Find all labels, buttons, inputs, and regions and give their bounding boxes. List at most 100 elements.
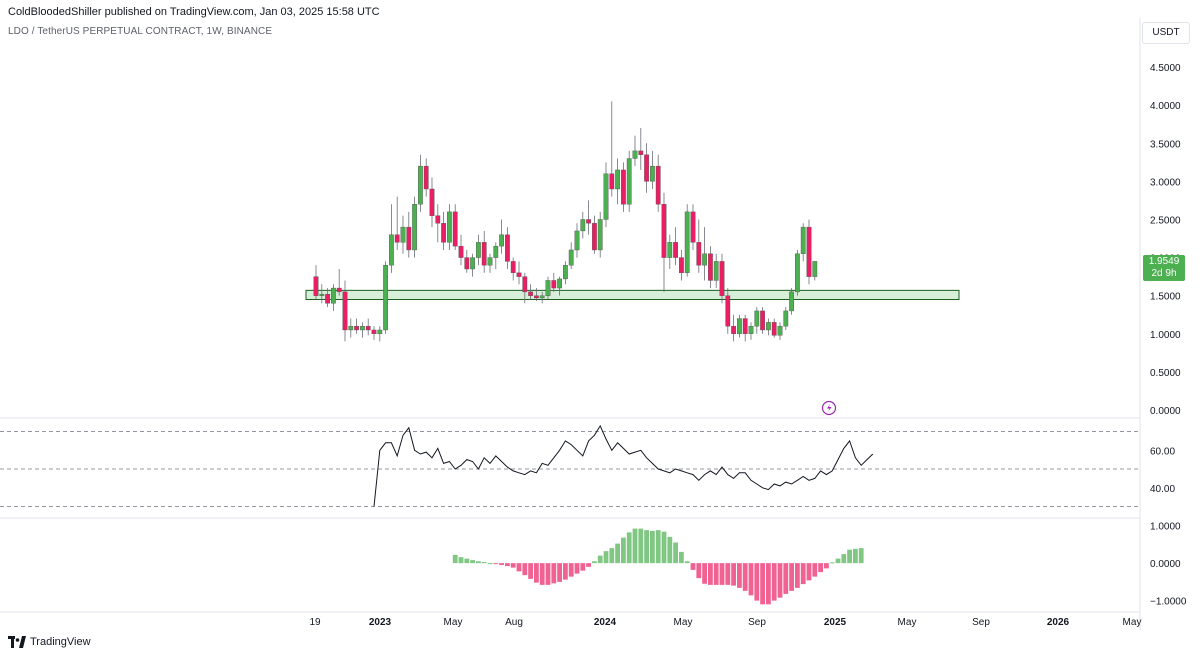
rsi-axis-label: 60.00 [1150, 446, 1175, 457]
candle [435, 215, 441, 224]
macd-bar [737, 563, 742, 588]
candle [742, 318, 748, 334]
macd-bar [493, 563, 499, 565]
footer-brand[interactable]: TradingView [8, 636, 91, 648]
macd-bar [800, 563, 806, 585]
macd-bar [650, 530, 655, 564]
macd-bar [760, 563, 765, 605]
candle [737, 318, 742, 334]
macd-bar [742, 563, 748, 591]
brand-name: TradingView [30, 636, 91, 648]
candle [534, 295, 539, 299]
macd-bar [708, 563, 713, 585]
macd-bar [545, 563, 551, 585]
macd-bar [754, 563, 760, 601]
macd-bar [702, 563, 707, 584]
candle [342, 291, 348, 331]
macd-axis-label: 1.0000 [1150, 522, 1181, 533]
price-axis-label: 1.0000 [1150, 330, 1181, 341]
price-axis-label: 0.5000 [1150, 368, 1181, 379]
macd-bar [667, 536, 673, 564]
macd-bar [551, 563, 557, 584]
candle [754, 310, 760, 327]
macd-bar [557, 563, 562, 582]
macd-bar [626, 532, 632, 564]
symbol-title: LDO / TetherUS PERPETUAL CONTRACT, 1W, B… [8, 26, 273, 37]
macd-bar [458, 557, 464, 564]
time-axis-label: 2025 [824, 617, 847, 628]
publish-header: ColdBloodedShiller published on TradingV… [8, 6, 380, 18]
currency-button[interactable]: USDT [1142, 22, 1190, 44]
candle [574, 230, 580, 251]
macd-bar [632, 528, 638, 564]
last-price: 1.9549 [1148, 256, 1180, 267]
candle [719, 261, 725, 296]
macd-bar [592, 561, 597, 564]
macd-bar [505, 563, 510, 567]
candle [551, 280, 557, 289]
macd-bar [603, 551, 609, 564]
rsi-line [373, 424, 874, 507]
candle [476, 242, 481, 258]
candle [568, 249, 574, 266]
macd-bar [748, 563, 754, 596]
candle [406, 226, 412, 251]
time-axis-label: Sep [748, 617, 766, 628]
macd-bar [586, 563, 591, 567]
candle [783, 310, 789, 327]
candle [615, 169, 621, 190]
macd-bar [824, 563, 829, 569]
candle [418, 165, 423, 205]
candle [354, 325, 359, 331]
candle [360, 325, 365, 331]
time-axis-label: Aug [505, 617, 523, 628]
candle [661, 204, 667, 258]
candle [481, 242, 487, 266]
candle [377, 329, 383, 334]
time-axis-label: 2024 [594, 617, 617, 628]
candle [806, 226, 812, 277]
candle [731, 325, 737, 334]
candle [621, 169, 626, 205]
rsi-axis-label: 40.00 [1150, 484, 1175, 495]
candle [452, 211, 458, 247]
candle [580, 219, 586, 232]
macd-bar [609, 548, 615, 564]
macd-bar [713, 563, 719, 585]
time-axis-label: 19 [309, 617, 321, 628]
macd-bar [528, 563, 533, 579]
macd-bar [476, 561, 481, 564]
candle [371, 329, 377, 334]
candle-countdown: 2d 9h [1151, 268, 1177, 279]
candle [609, 173, 615, 190]
candle [458, 245, 464, 258]
macd-bar [597, 555, 603, 564]
macd-bar [655, 530, 661, 564]
time-axis-label: May [1123, 617, 1142, 628]
price-axis-label: 3.5000 [1150, 139, 1181, 150]
time-axis-label: Sep [972, 617, 990, 628]
price-axis-label: 1.5000 [1150, 292, 1181, 303]
candle [522, 276, 528, 293]
macd-bar [499, 563, 504, 565]
candle [597, 219, 603, 251]
macd-bar [812, 563, 818, 577]
macd-bar [534, 563, 539, 583]
macd-bar [452, 554, 458, 564]
candle [586, 219, 592, 224]
candle [516, 272, 522, 277]
macd-bar [777, 563, 783, 598]
candle [748, 325, 754, 334]
candle [702, 253, 708, 266]
candle [563, 265, 568, 280]
candle [667, 242, 673, 258]
candle [713, 261, 719, 281]
candle [771, 322, 777, 336]
macd-bar [725, 563, 731, 585]
time-axis-label: 2026 [1047, 617, 1070, 628]
time-axis-label: 2023 [369, 617, 392, 628]
macd-bar [615, 543, 620, 564]
macd-bar [539, 563, 545, 585]
candle [487, 257, 493, 266]
